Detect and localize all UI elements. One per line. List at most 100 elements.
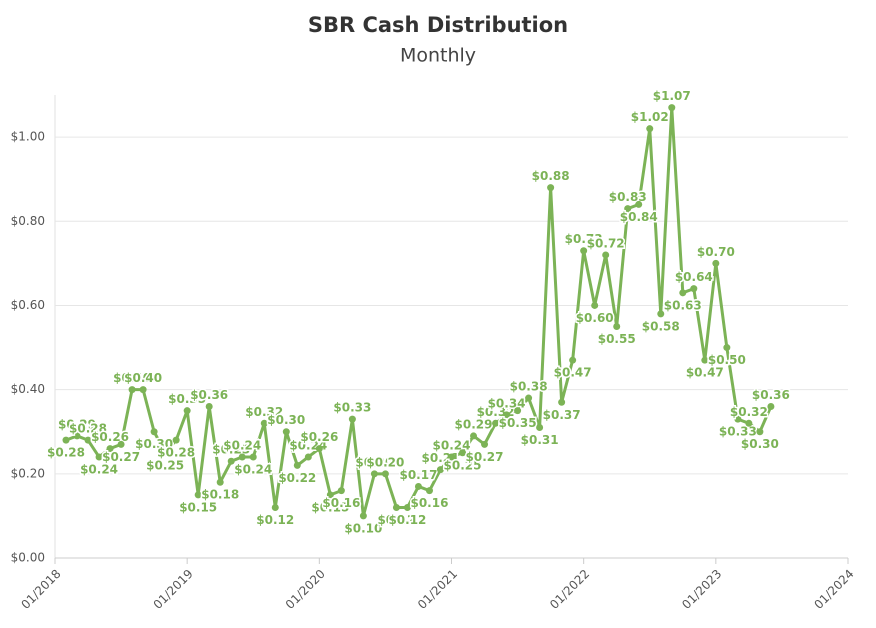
data-label: $0.20	[366, 455, 404, 469]
data-label: $0.15	[311, 500, 349, 514]
y-tick-label: $0.20	[11, 466, 45, 480]
data-label: $0.27	[102, 450, 140, 464]
data-point	[84, 436, 92, 444]
data-point	[381, 470, 389, 478]
data-point	[668, 104, 676, 112]
data-point	[613, 323, 621, 330]
data-label: $0.60	[576, 311, 614, 325]
chart-title: SBR Cash Distribution	[308, 13, 568, 37]
data-label: $0.17	[399, 468, 437, 482]
data-point	[646, 125, 654, 133]
data-point	[635, 200, 643, 208]
x-tick-label: 01/2021	[415, 567, 460, 612]
data-label: $0.35	[499, 416, 537, 430]
data-point	[106, 445, 114, 453]
data-point	[723, 344, 731, 352]
data-label: $0.25	[146, 458, 184, 472]
data-label: $0.20	[355, 455, 393, 469]
data-label: $0.28	[157, 446, 195, 460]
data-label: $0.15	[179, 500, 217, 514]
data-point	[701, 356, 709, 364]
data-point	[128, 386, 136, 394]
y-tick-label: $1.00	[11, 130, 45, 144]
data-label: $0.24	[80, 462, 118, 476]
x-tick-label: 01/2024	[811, 567, 856, 612]
chart-subtitle: Monthly	[400, 45, 476, 67]
data-point	[326, 491, 334, 499]
x-tick-label: 01/2022	[547, 567, 592, 612]
data-label: $0.12	[256, 513, 294, 527]
data-point	[602, 251, 610, 259]
data-point	[337, 487, 345, 495]
data-point	[150, 428, 158, 436]
data-point	[448, 453, 455, 461]
y-tick-label: $0.80	[11, 214, 45, 228]
data-point	[745, 419, 753, 427]
data-point	[95, 453, 103, 461]
data-point	[183, 407, 191, 415]
data-label: $0.36	[190, 388, 228, 402]
data-label: $0.28	[69, 422, 107, 436]
data-label: $0.12	[377, 513, 415, 527]
data-label: $0.47	[686, 366, 724, 380]
data-point	[679, 289, 687, 297]
data-point	[216, 478, 224, 486]
data-label: $0.30	[741, 437, 779, 451]
data-label: $0.37	[543, 408, 581, 422]
data-point	[227, 457, 235, 465]
data-point	[139, 386, 147, 394]
data-point	[271, 503, 279, 511]
x-tick-label: 01/2020	[283, 567, 328, 612]
data-point	[403, 503, 411, 511]
data-label: $0.33	[719, 425, 757, 439]
y-tick-label: $0.60	[11, 298, 45, 312]
data-label: $0.30	[135, 437, 173, 451]
data-label: $0.55	[598, 332, 636, 346]
data-point	[238, 453, 246, 461]
data-point	[392, 503, 400, 511]
data-label: $0.72	[587, 236, 625, 250]
data-label: $0.12	[388, 513, 426, 527]
data-point	[459, 449, 467, 457]
y-tick-label: $0.00	[11, 551, 45, 565]
data-point	[293, 461, 301, 469]
data-label: $0.10	[344, 521, 382, 535]
data-label: $0.47	[554, 366, 592, 380]
data-point	[73, 432, 81, 440]
data-label: $0.32	[730, 405, 768, 419]
data-label: $0.36	[752, 388, 790, 402]
data-label: $0.64	[675, 270, 713, 284]
data-point	[414, 482, 422, 490]
data-point	[734, 415, 742, 423]
data-label: $0.88	[532, 169, 570, 183]
data-point	[249, 453, 257, 461]
data-point	[624, 205, 632, 213]
data-label: $0.58	[642, 319, 680, 333]
data-point	[282, 428, 290, 436]
x-tick-label: 01/2019	[151, 567, 196, 612]
data-label: $0.70	[697, 245, 735, 259]
data-point	[756, 428, 764, 436]
data-point	[470, 432, 478, 440]
data-label: $0.28	[47, 446, 85, 460]
data-point	[436, 466, 444, 474]
data-label: $0.35	[168, 392, 206, 406]
data-point	[569, 356, 577, 364]
data-point	[712, 259, 720, 267]
data-point	[558, 398, 566, 406]
data-label: $0.22	[278, 471, 316, 485]
data-point	[536, 424, 544, 432]
data-point	[425, 487, 433, 495]
data-point	[194, 491, 202, 499]
data-point	[161, 449, 169, 457]
data-label: $0.24	[234, 462, 272, 476]
data-label: $0.40	[113, 371, 151, 385]
data-point	[62, 436, 70, 444]
data-point	[315, 445, 323, 453]
data-label: $0.40	[124, 371, 162, 385]
data-label: $0.27	[466, 450, 504, 464]
data-label: $0.29	[455, 417, 493, 431]
data-point	[514, 407, 522, 415]
data-point	[205, 402, 213, 410]
data-point	[492, 419, 500, 427]
